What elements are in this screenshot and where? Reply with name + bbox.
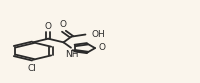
Text: O: O xyxy=(99,43,106,52)
Text: O: O xyxy=(59,20,66,29)
Text: NH: NH xyxy=(65,50,79,59)
Text: OH: OH xyxy=(92,30,106,39)
Text: O: O xyxy=(45,22,52,31)
Text: Cl: Cl xyxy=(28,64,36,73)
